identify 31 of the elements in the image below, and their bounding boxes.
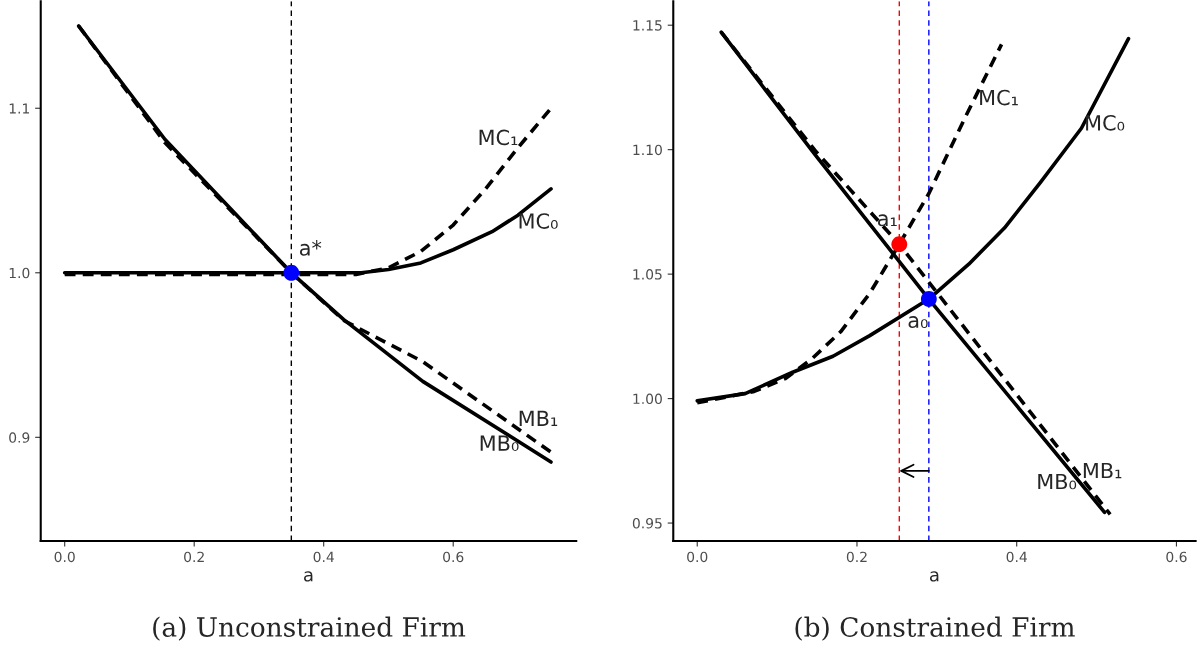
y-tick-label: 0.95 [632,518,662,529]
y-tick-label: 1.15 [633,20,662,31]
x-tick-label: 0.6 [1166,551,1187,563]
series-label: MB₀ [1038,473,1077,490]
text: (a) Unconstrained Firm [153,616,466,641]
series-label: MC₀ [1086,114,1125,131]
y-tick-label: 1.1 [9,103,30,114]
series-label: MB₀ [480,435,519,451]
x-tick-label: 0.4 [1006,551,1027,563]
series-label: MC₁ [479,129,518,146]
series-label: a* [299,240,322,256]
x-axis-title: a [304,571,313,582]
x-tick-label: 0.6 [443,551,464,563]
series-label: MC₁ [980,89,1018,106]
x-axis-title: a [929,571,939,582]
x-tick-label: 0.0 [54,551,75,563]
series-label: MC₀ [519,213,558,229]
x-tick-label: 0.2 [846,551,867,563]
y-tick-label: 1.05 [633,269,662,280]
y-tick-label: 1.0 [9,267,30,279]
text: (b) Constrained Firm [795,616,1075,641]
x-tick-label: 0.2 [184,551,204,563]
y-tick-label: 1.00 [633,393,662,405]
series-label: MB₁ [519,410,558,426]
series-label: a₁ [877,214,897,227]
y-tick-label: 1.10 [633,144,662,156]
series-label: a₀ [908,316,928,329]
x-tick-label: 0.0 [687,551,708,563]
series-label: MB₁ [1083,462,1122,479]
x-tick-label: 0.4 [313,551,334,563]
y-tick-label: 0.9 [9,432,30,443]
